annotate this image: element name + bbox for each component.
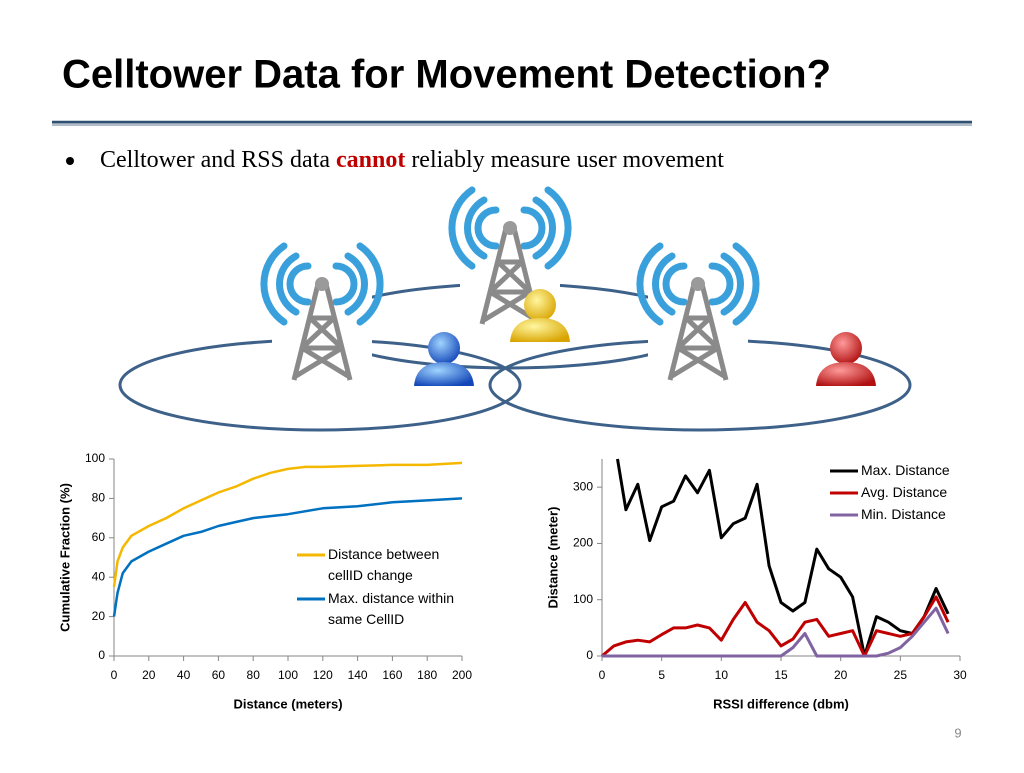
y-tick-label: 40	[92, 569, 106, 583]
user-icon	[414, 332, 474, 386]
data-line	[602, 606, 950, 658]
data-line	[601, 595, 950, 658]
y-tick-label: 60	[92, 530, 106, 544]
slide-title: Celltower Data for Movement Detection?	[62, 53, 831, 97]
x-axis-label: RSSI difference (dbm)	[713, 696, 849, 711]
legend-label: Max. Distance	[861, 462, 950, 478]
x-tick-label: 40	[177, 668, 191, 682]
x-tick-label: 80	[247, 668, 261, 682]
y-tick-label: 20	[92, 609, 106, 623]
y-tick-label: 100	[573, 592, 593, 606]
y-axis-label: Distance (meter)	[545, 507, 560, 609]
x-tick-label: 20	[142, 668, 156, 682]
legend-label: Avg. Distance	[861, 484, 948, 500]
x-tick-label: 30	[953, 668, 967, 682]
data-line	[112, 497, 463, 617]
diagram	[118, 185, 912, 432]
y-tick-label: 200	[573, 536, 593, 550]
user-icon	[816, 332, 876, 386]
x-tick-label: 25	[894, 668, 908, 682]
legend-label: Distance between cellID change	[328, 546, 440, 583]
x-tick-label: 60	[212, 668, 226, 682]
bullet-text: Celltower and RSS data cannot reliably m…	[100, 147, 724, 173]
bullet	[66, 157, 74, 165]
legend-label: Min. Distance	[861, 506, 946, 522]
x-tick-label: 0	[111, 668, 118, 682]
y-axis-label: Cumulative Fraction (%)	[57, 483, 72, 632]
x-tick-label: 0	[599, 668, 606, 682]
x-axis-label: Distance (meters)	[233, 696, 342, 711]
x-tick-label: 180	[417, 668, 437, 682]
x-tick-label: 200	[452, 668, 472, 682]
x-tick-label: 5	[658, 668, 665, 682]
x-tick-label: 15	[774, 668, 788, 682]
x-tick-label: 140	[348, 668, 368, 682]
bullet-emphasis: cannot	[336, 147, 405, 173]
y-tick-label: 100	[85, 451, 105, 465]
x-tick-label: 100	[278, 668, 298, 682]
y-tick-label: 0	[98, 648, 105, 662]
data-line	[112, 461, 463, 588]
bullet-text-part: Celltower and RSS data	[100, 147, 336, 173]
page-number: 9	[954, 725, 961, 740]
legend-label: Max. distance within same CellID	[328, 590, 455, 627]
user-icon	[510, 289, 570, 342]
y-tick-label: 0	[586, 648, 593, 662]
x-tick-label: 20	[834, 668, 848, 682]
x-tick-label: 120	[313, 668, 333, 682]
y-tick-label: 80	[92, 491, 106, 505]
x-tick-label: 10	[715, 668, 729, 682]
y-tick-label: 300	[573, 479, 593, 493]
bullet-text-part: reliably measure user movement	[405, 147, 724, 173]
x-tick-label: 160	[382, 668, 402, 682]
data-line	[616, 458, 950, 658]
